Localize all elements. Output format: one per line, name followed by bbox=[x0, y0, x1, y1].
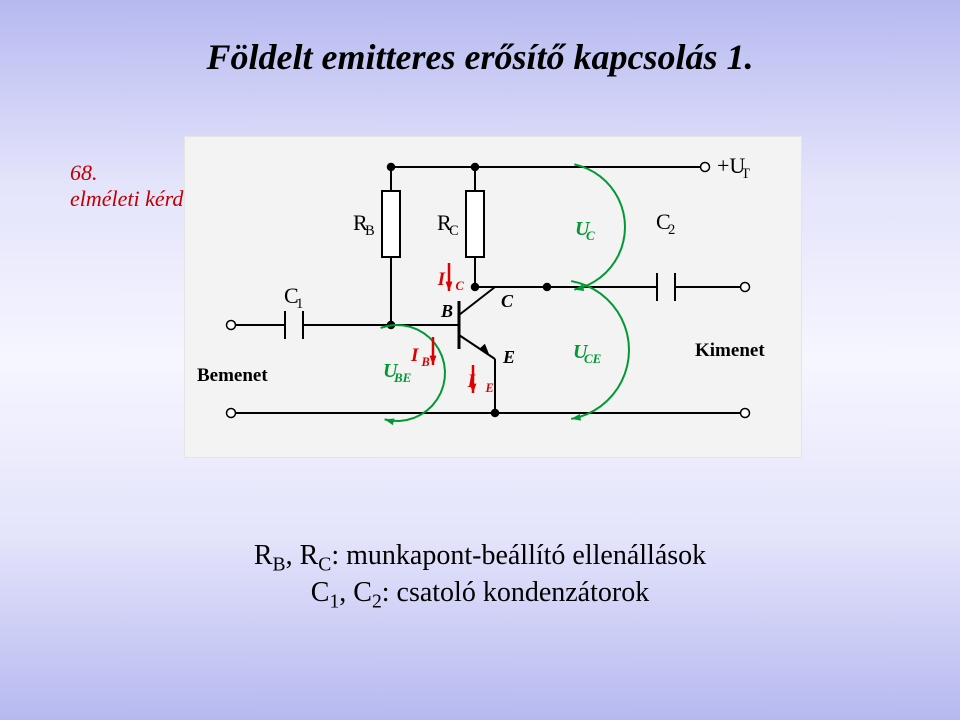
svg-text:C: C bbox=[501, 291, 514, 311]
legend-line2-rest: : csatoló kondenzátorok bbox=[382, 577, 649, 608]
legend-C2-sub: 2 bbox=[372, 591, 382, 612]
svg-text:C: C bbox=[586, 228, 595, 243]
svg-text:E: E bbox=[484, 381, 493, 395]
svg-text:C: C bbox=[449, 223, 459, 239]
page-title: Földelt emitteres erősítő kapcsolás 1. bbox=[0, 36, 960, 78]
svg-text:Bemenet: Bemenet bbox=[197, 365, 268, 386]
legend-RB-R: R bbox=[254, 540, 273, 571]
circuit-diagram: BemenetKimenetC1C2RBRCUBEUCEUCICIBIEBCE+… bbox=[184, 136, 802, 458]
legend-C1-sub: 1 bbox=[329, 591, 339, 612]
svg-text:C: C bbox=[455, 279, 464, 293]
legend-C1-C: C bbox=[311, 577, 330, 608]
legend-text: RB, RC: munkapont-beállító ellenállások … bbox=[0, 540, 960, 613]
legend-RC-R: , R bbox=[286, 540, 319, 571]
sidenote-top: 68. bbox=[70, 160, 98, 185]
svg-text:CE: CE bbox=[584, 351, 602, 366]
question-number: 68. elméleti kérdés bbox=[70, 160, 202, 212]
svg-text:1: 1 bbox=[296, 296, 303, 312]
svg-text:2: 2 bbox=[668, 222, 675, 238]
svg-text:Kimenet: Kimenet bbox=[695, 340, 765, 361]
legend-RC-sub: C bbox=[318, 555, 331, 576]
svg-text:BE: BE bbox=[393, 370, 412, 385]
svg-text:T: T bbox=[741, 166, 750, 182]
legend-C2-C: , C bbox=[339, 577, 372, 608]
svg-text:B: B bbox=[420, 355, 429, 369]
svg-text:E: E bbox=[502, 347, 515, 367]
legend-line-2: C1, C2: csatoló kondenzátorok bbox=[0, 577, 960, 614]
svg-text:B: B bbox=[440, 301, 453, 321]
svg-text:I: I bbox=[437, 269, 446, 290]
sidenote-bottom: elméleti kérdés bbox=[70, 186, 202, 212]
legend-line1-rest: : munkapont-beállító ellenállások bbox=[331, 540, 706, 571]
legend-RB-sub: B bbox=[273, 555, 286, 576]
legend-line-1: RB, RC: munkapont-beállító ellenállások bbox=[0, 540, 960, 577]
svg-text:I: I bbox=[410, 345, 419, 366]
svg-text:I: I bbox=[467, 371, 476, 392]
svg-text:B: B bbox=[365, 223, 375, 239]
